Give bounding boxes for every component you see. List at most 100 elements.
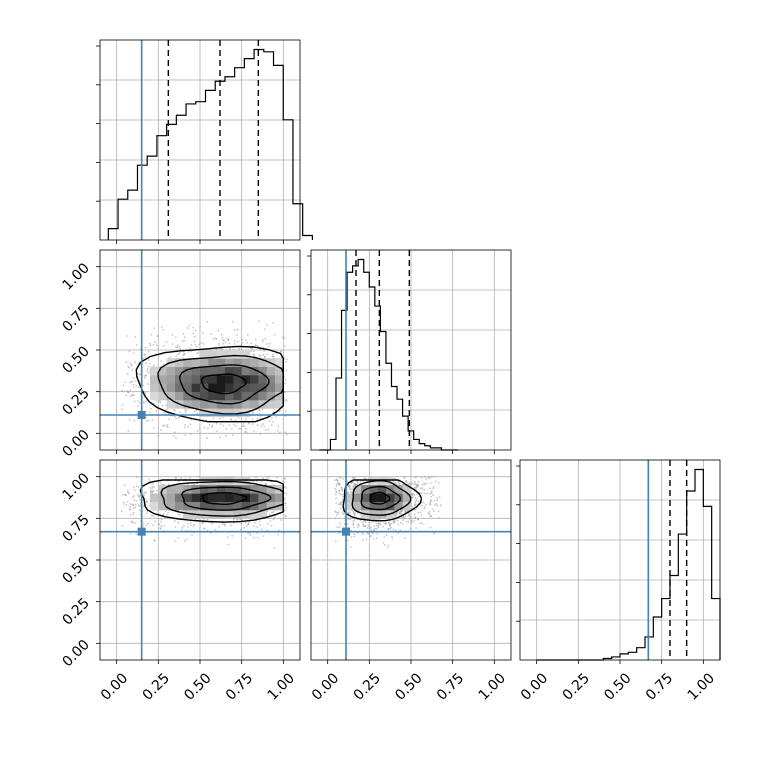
- x-tick-label: 0.25: [140, 670, 173, 703]
- scatter-point: [174, 539, 177, 542]
- scatter-point: [375, 522, 378, 525]
- density-cell: [150, 375, 159, 384]
- scatter-point: [201, 521, 204, 524]
- scatter-point: [263, 349, 265, 352]
- scatter-point: [183, 336, 186, 339]
- scatter-point: [129, 509, 132, 511]
- density-cells: [150, 350, 284, 417]
- scatter-point: [392, 528, 395, 531]
- density-cell: [175, 375, 184, 384]
- density-cell: [250, 375, 259, 384]
- scatter-point: [146, 500, 149, 503]
- scatter-point: [206, 427, 209, 430]
- scatter-point: [240, 518, 243, 521]
- scatter-point: [157, 434, 160, 437]
- scatter-point: [412, 483, 415, 486]
- density-cell: [208, 350, 217, 359]
- scatter-point: [131, 369, 134, 371]
- contour-line-3: [369, 491, 391, 505]
- scatter-point: [135, 533, 138, 536]
- scatter-point: [217, 344, 220, 347]
- scatter-point: [251, 412, 254, 415]
- scatter-point: [281, 336, 284, 339]
- scatter-point: [150, 333, 153, 336]
- density-cell: [275, 358, 284, 367]
- scatter-point: [277, 425, 280, 428]
- scatter-point: [266, 529, 269, 532]
- density-cell: [150, 383, 159, 392]
- scatter-point: [280, 350, 283, 353]
- scatter-point: [433, 499, 436, 502]
- scatter-point: [223, 339, 225, 342]
- scatter-point: [361, 539, 364, 541]
- scatter-point: [168, 418, 171, 420]
- scatter-point: [256, 417, 259, 420]
- density-cell: [241, 400, 251, 409]
- scatter-point: [198, 343, 201, 346]
- scatter-point: [388, 522, 390, 525]
- scatter-point: [414, 497, 417, 499]
- scatter-point: [247, 523, 250, 526]
- scatter-point: [377, 522, 380, 525]
- scatter-point: [369, 534, 372, 537]
- density-cell: [208, 391, 217, 401]
- density-cell: [216, 350, 226, 359]
- y-tick-label: 0.75: [59, 512, 92, 545]
- density-cell: [402, 501, 412, 511]
- scatter-point: [338, 484, 341, 487]
- scatter-point: [234, 425, 237, 427]
- scatter-point: [133, 489, 136, 492]
- density-cell: [166, 391, 176, 401]
- scatter-point: [129, 532, 132, 535]
- scatter-point: [284, 477, 287, 480]
- scatter-point: [410, 483, 412, 486]
- scatter-point: [121, 494, 124, 496]
- contour-line-0: [342, 479, 423, 522]
- scatter-point: [423, 482, 425, 485]
- x-tick-label: 0.75: [434, 670, 467, 703]
- scatter-point: [129, 505, 131, 508]
- scatter-point: [132, 383, 135, 386]
- scatter-point: [143, 494, 146, 497]
- density-cell: [266, 400, 276, 409]
- x-tick-label: 0.50: [392, 670, 425, 703]
- density-cell: [208, 375, 217, 384]
- scatter-point: [270, 424, 273, 427]
- scatter-point: [198, 427, 201, 430]
- contour-line-2: [179, 364, 270, 405]
- y-tick-label: 0.00: [59, 427, 92, 460]
- scatter-point: [430, 490, 433, 493]
- scatter-point: [266, 353, 268, 356]
- scatter-point: [217, 329, 220, 332]
- scatter-point: [435, 502, 437, 505]
- density-cell: [208, 358, 217, 367]
- density-cell: [200, 485, 209, 494]
- density-cell: [241, 358, 251, 367]
- scatter-point: [261, 340, 264, 343]
- scatter-point: [436, 504, 439, 507]
- scatter-point: [356, 526, 359, 529]
- scatter-point: [176, 344, 179, 347]
- scatter-point: [175, 417, 177, 420]
- scatter-point: [356, 524, 359, 527]
- density-cell: [208, 493, 217, 502]
- scatter-point: [254, 338, 257, 341]
- scatter-point: [436, 497, 438, 500]
- scatter-point: [233, 343, 236, 345]
- scatter-point: [425, 482, 428, 485]
- truth-marker: [342, 527, 350, 536]
- x-tick-label: 0.00: [518, 670, 551, 703]
- scatter-point: [134, 506, 137, 509]
- y-tick-label: 0.50: [59, 554, 92, 587]
- density-cell: [225, 408, 234, 417]
- density-cell: [344, 501, 353, 511]
- scatter-point: [276, 476, 279, 479]
- scatter-point: [177, 353, 180, 356]
- scatter-point: [262, 477, 264, 480]
- scatter-point: [240, 348, 243, 351]
- density-cell: [258, 493, 267, 502]
- density-cell: [216, 485, 226, 494]
- scatter-point: [273, 516, 276, 518]
- density-cell: [275, 366, 284, 376]
- scatter-point: [388, 521, 390, 523]
